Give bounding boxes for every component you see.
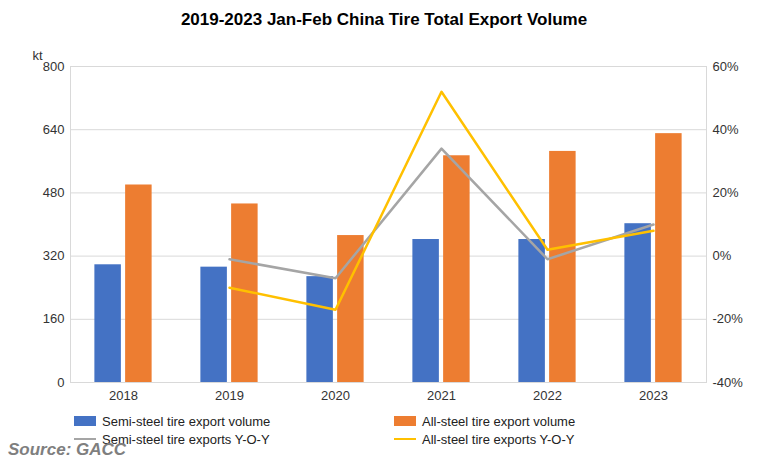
svg-text:0%: 0%	[713, 248, 732, 263]
svg-text:20%: 20%	[713, 185, 739, 200]
svg-text:2023: 2023	[639, 388, 668, 403]
html-text:All-steel tire export volume: All-steel tire export volume	[422, 413, 576, 429]
svg-text:800: 800	[43, 59, 65, 74]
svg-text:0: 0	[57, 375, 64, 390]
svg-text:40%: 40%	[713, 122, 739, 137]
svg-text:-20%: -20%	[713, 311, 744, 326]
svg-text:640: 640	[43, 122, 65, 137]
svg-text:60%: 60%	[713, 59, 739, 74]
html-text:Semi-steel tire exports Y-O-Y: Semi-steel tire exports Y-O-Y	[102, 431, 270, 447]
svg-text:320: 320	[43, 248, 65, 263]
html-text:Semi-steel tire export volume: Semi-steel tire export volume	[102, 413, 271, 429]
html-text:All-steel tire exports Y-O-Y: All-steel tire exports Y-O-Y	[422, 431, 575, 447]
svg-text:-40%: -40%	[713, 375, 744, 390]
svg-text:2019: 2019	[215, 388, 244, 403]
svg-text:2022: 2022	[533, 388, 562, 403]
svg-text:160: 160	[43, 311, 65, 326]
svg-text:kt: kt	[33, 48, 44, 63]
svg-text:480: 480	[43, 185, 65, 200]
html-text:Source: GACC: Source: GACC	[8, 440, 127, 459]
html-text:2019-2023 Jan-Feb China Tire T: 2019-2023 Jan-Feb China Tire Total Expor…	[180, 10, 588, 29]
svg-text:2021: 2021	[427, 388, 456, 403]
svg-text:2020: 2020	[321, 388, 350, 403]
svg-text:2018: 2018	[109, 388, 138, 403]
